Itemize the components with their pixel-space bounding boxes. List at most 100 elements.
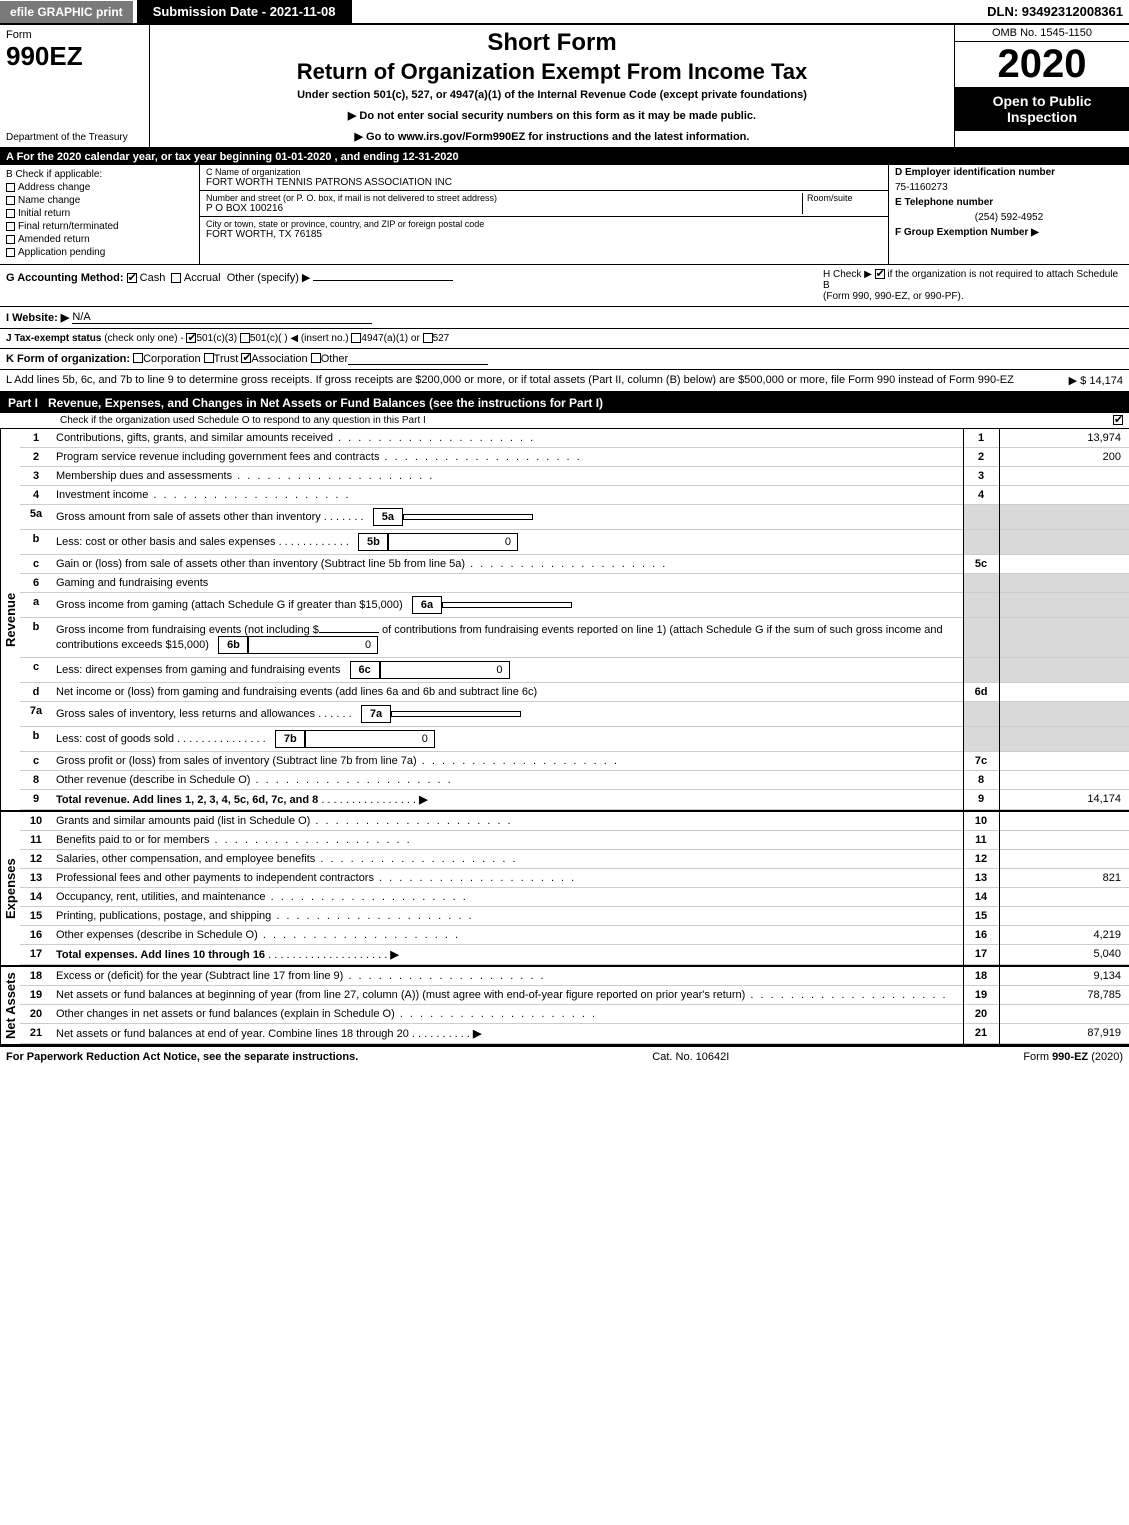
line-4: 4Investment income4 — [20, 486, 1129, 505]
label-city: City or town, state or province, country… — [206, 219, 882, 229]
check-501c3[interactable] — [186, 333, 196, 343]
footer-mid: Cat. No. 10642I — [652, 1051, 729, 1063]
netassets-section: Net Assets 18Excess or (deficit) for the… — [0, 967, 1129, 1046]
line-3: 3Membership dues and assessments3 — [20, 467, 1129, 486]
line-9: 9Total revenue. Add lines 1, 2, 3, 4, 5c… — [20, 790, 1129, 810]
tax-year-bar: A For the 2020 calendar year, or tax yea… — [0, 149, 1129, 165]
line-13: 13Professional fees and other payments t… — [20, 869, 1129, 888]
check-amended-return[interactable]: Amended return — [6, 234, 193, 245]
form-number: 990EZ — [6, 41, 143, 72]
label-street: Number and street (or P. O. box, if mail… — [206, 193, 802, 203]
check-trust[interactable] — [204, 353, 214, 363]
part1-header: Part I Revenue, Expenses, and Changes in… — [0, 393, 1129, 413]
label-phone: E Telephone number — [895, 197, 993, 208]
check-assoc[interactable] — [241, 353, 251, 363]
row-i: I Website: ▶ N/A — [0, 307, 1129, 329]
efile-print-button[interactable]: efile GRAPHIC print — [0, 1, 133, 23]
line-7c: cGross profit or (loss) from sales of in… — [20, 752, 1129, 771]
header-right: OMB No. 1545-1150 2020 Open to Public In… — [954, 25, 1129, 147]
line-21: 21Net assets or fund balances at end of … — [20, 1024, 1129, 1044]
box-b: B Check if applicable: Address change Na… — [0, 165, 200, 264]
expenses-vert-label: Expenses — [0, 812, 20, 965]
check-initial-return[interactable]: Initial return — [6, 208, 193, 219]
part1-label: Part I — [8, 396, 48, 410]
box-def: D Employer identification number 75-1160… — [889, 165, 1129, 264]
row-l: L Add lines 5b, 6c, and 7b to line 9 to … — [0, 370, 1129, 393]
check-schedule-o[interactable] — [1113, 415, 1123, 425]
check-4947[interactable] — [351, 333, 361, 343]
expenses-table: 10Grants and similar amounts paid (list … — [20, 812, 1129, 965]
row-g-h: G Accounting Method: Cash Accrual Other … — [0, 265, 1129, 307]
h-text1: H Check ▶ — [823, 269, 872, 280]
footer-right: Form 990-EZ (2020) — [1023, 1051, 1123, 1063]
info-block: B Check if applicable: Address change Na… — [0, 165, 1129, 265]
line-7a: 7aGross sales of inventory, less returns… — [20, 702, 1129, 727]
label-org-name: C Name of organization — [206, 167, 882, 177]
box-c: C Name of organization FORT WORTH TENNIS… — [200, 165, 889, 264]
line-2: 2Program service revenue including gover… — [20, 448, 1129, 467]
check-527[interactable] — [423, 333, 433, 343]
line-6c: cLess: direct expenses from gaming and f… — [20, 658, 1129, 683]
part1-sub: Check if the organization used Schedule … — [0, 413, 1129, 429]
line-6b: bGross income from fundraising events (n… — [20, 618, 1129, 658]
check-address-change[interactable]: Address change — [6, 182, 193, 193]
check-h[interactable] — [875, 269, 885, 279]
check-cash[interactable] — [127, 273, 137, 283]
check-final-return[interactable]: Final return/terminated — [6, 221, 193, 232]
dept-treasury: Department of the Treasury — [6, 132, 143, 143]
line-5b: bLess: cost or other basis and sales exp… — [20, 530, 1129, 555]
k-label: K Form of organization: — [6, 353, 130, 365]
line-17: 17Total expenses. Add lines 10 through 1… — [20, 945, 1129, 965]
netassets-table: 18Excess or (deficit) for the year (Subt… — [20, 967, 1129, 1044]
phone-value: (254) 592-4952 — [895, 212, 1123, 223]
goto-line[interactable]: ▶ Go to www.irs.gov/Form990EZ for instru… — [158, 130, 946, 143]
l-value: ▶ $ 14,174 — [1069, 374, 1123, 387]
form-header: Form 990EZ Department of the Treasury Sh… — [0, 25, 1129, 149]
header-center: Short Form Return of Organization Exempt… — [150, 25, 954, 147]
line-16: 16Other expenses (describe in Schedule O… — [20, 926, 1129, 945]
line-20: 20Other changes in net assets or fund ba… — [20, 1005, 1129, 1024]
revenue-section: Revenue 1Contributions, gifts, grants, a… — [0, 429, 1129, 812]
line-1: 1Contributions, gifts, grants, and simil… — [20, 429, 1129, 448]
submission-date: Submission Date - 2021-11-08 — [137, 0, 352, 23]
line-11: 11Benefits paid to or for members11 — [20, 831, 1129, 850]
box-b-title: B Check if applicable: — [6, 169, 193, 180]
header-left: Form 990EZ Department of the Treasury — [0, 25, 150, 147]
line-10: 10Grants and similar amounts paid (list … — [20, 812, 1129, 831]
g-label: G Accounting Method: — [6, 272, 124, 284]
check-corp[interactable] — [133, 353, 143, 363]
line-18: 18Excess or (deficit) for the year (Subt… — [20, 967, 1129, 986]
tax-year: 2020 — [955, 42, 1129, 87]
netassets-vert-label: Net Assets — [0, 967, 20, 1044]
line-8: 8Other revenue (describe in Schedule O)8 — [20, 771, 1129, 790]
line-19: 19Net assets or fund balances at beginni… — [20, 986, 1129, 1005]
check-application-pending[interactable]: Application pending — [6, 247, 193, 258]
check-501c[interactable] — [240, 333, 250, 343]
top-bar: efile GRAPHIC print Submission Date - 20… — [0, 0, 1129, 25]
label-room: Room/suite — [807, 193, 882, 203]
check-accrual[interactable] — [171, 273, 181, 283]
check-other-org[interactable] — [311, 353, 321, 363]
part1-title: Revenue, Expenses, and Changes in Net As… — [48, 396, 603, 410]
org-name: FORT WORTH TENNIS PATRONS ASSOCIATION IN… — [206, 177, 882, 188]
short-form-title: Short Form — [158, 29, 946, 57]
line-6d: dNet income or (loss) from gaming and fu… — [20, 683, 1129, 702]
city: FORT WORTH, TX 76185 — [206, 229, 882, 240]
no-ssn-line: ▶ Do not enter social security numbers o… — [158, 109, 946, 122]
under-section: Under section 501(c), 527, or 4947(a)(1)… — [158, 89, 946, 101]
h-text3: (Form 990, 990-EZ, or 990-PF). — [823, 291, 964, 302]
row-j: J Tax-exempt status (check only one) - 5… — [0, 329, 1129, 349]
expenses-section: Expenses 10Grants and similar amounts pa… — [0, 812, 1129, 967]
line-14: 14Occupancy, rent, utilities, and mainte… — [20, 888, 1129, 907]
line-15: 15Printing, publications, postage, and s… — [20, 907, 1129, 926]
other-specify-blank[interactable] — [313, 269, 453, 281]
check-name-change[interactable]: Name change — [6, 195, 193, 206]
form-word: Form — [6, 29, 143, 41]
dln: DLN: 93492312008361 — [987, 4, 1129, 19]
page-footer: For Paperwork Reduction Act Notice, see … — [0, 1046, 1129, 1067]
street: P O BOX 100216 — [206, 203, 802, 214]
other-org-blank[interactable] — [348, 353, 488, 365]
line-7b: bLess: cost of goods sold . . . . . . . … — [20, 727, 1129, 752]
return-title: Return of Organization Exempt From Incom… — [158, 59, 946, 85]
line-12: 12Salaries, other compensation, and empl… — [20, 850, 1129, 869]
